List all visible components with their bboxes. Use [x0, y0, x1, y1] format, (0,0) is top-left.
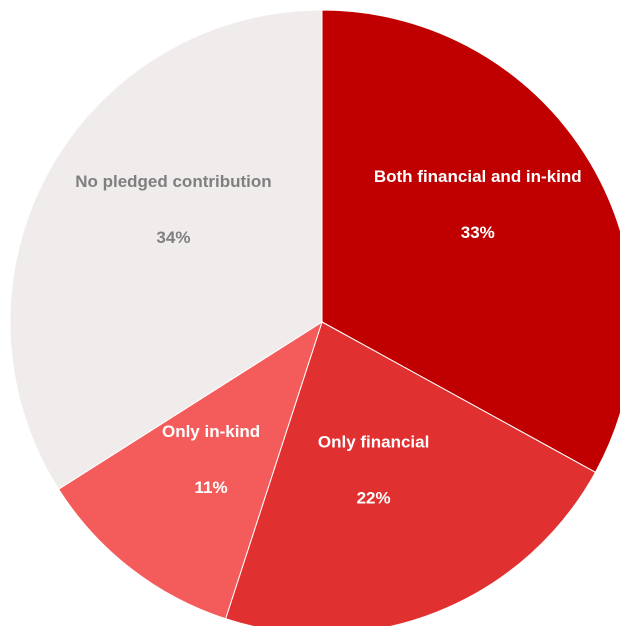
pie-slice-only-financial: [224, 321, 597, 626]
slice-percent-label: 22%: [357, 488, 391, 507]
slice-label: Only financial: [318, 432, 429, 451]
slice-percent-label: 33%: [461, 223, 495, 242]
slice-label: Only in-kind: [162, 422, 260, 441]
pie-slice-only-in-kind: [57, 320, 323, 620]
pie-slice-no-pledged-contribution: [9, 9, 323, 490]
slice-label: No pledged contribution: [75, 172, 271, 191]
slice-percent-label: 34%: [156, 228, 190, 247]
slice-label: Both financial and in-kind: [374, 167, 582, 186]
pie-slice-both-financial-and-in-kind: [321, 9, 620, 473]
slice-percent-label: 11%: [195, 478, 228, 497]
